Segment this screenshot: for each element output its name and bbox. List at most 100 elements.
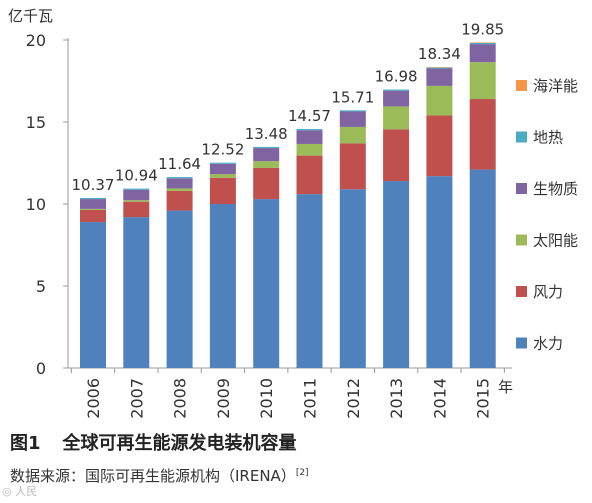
figure-caption: 图1 全球可再生能源发电装机容量 bbox=[10, 429, 297, 455]
bar-segment bbox=[209, 177, 236, 204]
source-ref: [2] bbox=[295, 468, 309, 478]
bar-segment bbox=[123, 188, 150, 190]
legend-swatch bbox=[516, 131, 527, 143]
total-label: 15.71 bbox=[331, 88, 374, 106]
bar-segment bbox=[166, 188, 193, 191]
figure-number: 图1 bbox=[10, 433, 41, 454]
bar-segment bbox=[80, 222, 106, 368]
x-tick-label: 2015 bbox=[474, 378, 493, 419]
bar-segment bbox=[339, 126, 366, 144]
x-tick-label: 2012 bbox=[344, 378, 363, 419]
bar-segment bbox=[123, 189, 150, 201]
legend-swatch bbox=[516, 286, 527, 297]
y-tick-label: 20 bbox=[26, 31, 46, 50]
bar-segment bbox=[469, 42, 496, 43]
x-tick-label: 2008 bbox=[171, 378, 190, 419]
stacked-bar-chart: 亿千瓦 10.3710.9411.6412.5213.4814.5715.711… bbox=[8, 7, 578, 419]
bar-segment bbox=[426, 115, 453, 177]
data-source: 数据来源：国际可再生能源机构（IRENA）[2] bbox=[10, 465, 309, 486]
bar-segment bbox=[426, 68, 453, 86]
bar-segment bbox=[426, 67, 453, 68]
total-label: 16.98 bbox=[375, 68, 418, 86]
x-unit-label: 年 bbox=[498, 378, 513, 396]
total-label: 11.64 bbox=[158, 155, 201, 173]
y-tick-label: 10 bbox=[26, 195, 46, 214]
bar-segment bbox=[383, 181, 410, 368]
legend-swatch bbox=[516, 183, 527, 194]
bar-segment bbox=[469, 62, 496, 100]
bar-segment bbox=[253, 146, 280, 149]
legend-swatch bbox=[516, 80, 527, 91]
bar-segment bbox=[253, 167, 280, 200]
bar-segment bbox=[209, 174, 236, 178]
bar-segment bbox=[469, 44, 496, 63]
legend-label: 太阳能 bbox=[533, 232, 578, 250]
x-tick-label: 2011 bbox=[301, 378, 320, 419]
x-tick-label: 2013 bbox=[387, 378, 406, 419]
bar-segment bbox=[209, 162, 236, 164]
x-tick-label: 2014 bbox=[430, 378, 449, 419]
x-tick-label: 2010 bbox=[257, 378, 276, 419]
bar-segment bbox=[469, 42, 496, 45]
x-tick-label: 2007 bbox=[127, 378, 146, 419]
bar-segment bbox=[339, 143, 366, 190]
bar-segment bbox=[469, 99, 496, 170]
bar-segment bbox=[166, 177, 193, 179]
bar-segment bbox=[296, 194, 323, 368]
bar-segment bbox=[296, 143, 323, 156]
total-label: 14.57 bbox=[288, 107, 331, 125]
bar-segment bbox=[383, 90, 410, 107]
bar-segment bbox=[426, 85, 453, 116]
bar-segment bbox=[253, 148, 280, 162]
y-tick-label: 0 bbox=[36, 359, 46, 378]
bar-segment bbox=[123, 217, 150, 368]
bar-segment bbox=[383, 129, 410, 182]
legend-label: 生物质 bbox=[533, 180, 578, 198]
bar-segment bbox=[80, 209, 106, 223]
y-tick-label: 15 bbox=[26, 113, 46, 132]
legend-swatch bbox=[516, 234, 527, 246]
bar-segment bbox=[80, 199, 106, 209]
bar-segment bbox=[166, 210, 193, 368]
legend-label: 水力 bbox=[533, 335, 563, 353]
legend-label: 风力 bbox=[533, 283, 563, 301]
bar-segment bbox=[296, 130, 323, 144]
y-unit-label: 亿千瓦 bbox=[8, 7, 53, 25]
bar-segment bbox=[80, 197, 106, 200]
bar-segment bbox=[383, 89, 410, 91]
bar-segment bbox=[209, 163, 236, 175]
source-text: 数据来源：国际可再生能源机构（IRENA） bbox=[10, 467, 296, 485]
bars bbox=[80, 42, 496, 368]
x-tick-label: 2009 bbox=[214, 378, 233, 419]
bar-segment bbox=[123, 201, 150, 218]
chart: 亿千瓦 10.37 10.94 11.64 12.52 13.48 14.57 15.71 1… bbox=[8, 7, 578, 419]
bar-segment bbox=[209, 204, 236, 368]
bar-segment bbox=[296, 129, 323, 131]
bar-segment bbox=[426, 176, 453, 368]
bar-segment bbox=[123, 200, 150, 202]
y-tick-labels: 0 5 10 15 20 bbox=[26, 31, 46, 378]
bar-segment bbox=[253, 199, 280, 368]
bar-segment bbox=[339, 110, 366, 112]
total-label: 10.37 bbox=[72, 176, 115, 194]
bar-segment bbox=[166, 190, 193, 211]
total-label: 13.48 bbox=[245, 125, 288, 143]
legend-label: 海洋能 bbox=[533, 77, 578, 95]
figure-title: 全球可再生能源发电装机容量 bbox=[62, 433, 297, 454]
watermark-logo: ◎ 人民 bbox=[2, 485, 38, 498]
total-label: 19.85 bbox=[461, 20, 504, 38]
bar-segment bbox=[339, 111, 366, 127]
legend-swatch bbox=[516, 337, 527, 349]
bar-segment bbox=[80, 208, 106, 210]
legend-label: 地热 bbox=[533, 129, 563, 147]
y-tick-label: 5 bbox=[36, 277, 46, 296]
bar-segment bbox=[166, 178, 193, 189]
total-label: 12.52 bbox=[201, 141, 244, 159]
x-tick-label: 2006 bbox=[84, 378, 103, 419]
bar-segment bbox=[469, 169, 496, 368]
bar-segment bbox=[296, 155, 323, 195]
bar-segment bbox=[383, 106, 410, 130]
bar-segment bbox=[253, 161, 280, 168]
total-label: 10.94 bbox=[115, 167, 158, 185]
